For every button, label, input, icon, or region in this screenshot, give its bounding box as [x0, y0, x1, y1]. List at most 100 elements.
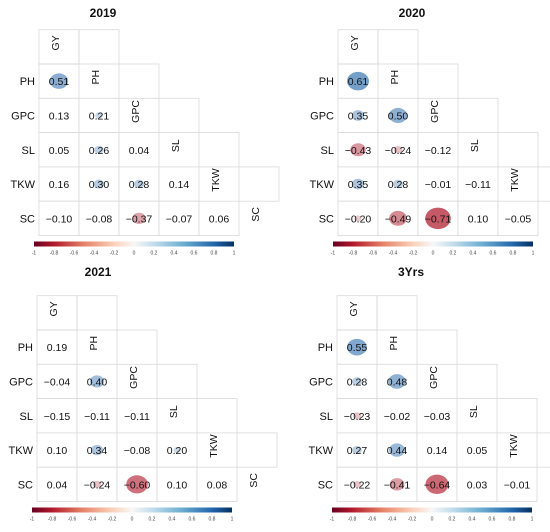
correlation-value: 0.05 — [49, 145, 70, 157]
correlation-value: −0.11 — [465, 179, 491, 191]
row-label: PH — [20, 76, 35, 88]
correlation-value: 0.34 — [87, 445, 108, 457]
correlation-value: −0.43 — [345, 145, 372, 157]
column-label: TKW — [509, 168, 521, 191]
correlation-value: 0.48 — [387, 376, 408, 388]
correlation-value: 0.30 — [89, 179, 110, 191]
correlation-ellipse — [389, 443, 405, 457]
correlation-value: 0.35 — [348, 110, 369, 122]
correlation-value: 0.05 — [467, 445, 488, 457]
correlation-value: −0.04 — [44, 376, 71, 388]
header-cell — [198, 132, 240, 168]
correlation-value: −0.41 — [384, 479, 411, 491]
row-label: SC — [318, 479, 333, 491]
correlation-value: 0.14 — [427, 445, 448, 457]
correlation-value: 0.14 — [169, 179, 190, 191]
correlation-ellipse — [89, 375, 105, 388]
header-cell — [497, 132, 539, 168]
header-cell — [417, 63, 459, 99]
correlation-ellipse — [133, 179, 145, 189]
correlation-value: 0.08 — [207, 479, 228, 491]
grid-cell — [457, 200, 499, 236]
correlation-ellipse — [392, 179, 404, 189]
header-cell — [116, 329, 158, 365]
panel-title: 2021 — [85, 265, 112, 279]
colorbar-tick-label: 0.8 — [510, 251, 517, 257]
colorbar-tick-label: -0.8 — [349, 251, 358, 257]
colorbar-tick-label: 0.2 — [450, 251, 457, 257]
correlation-ellipse — [351, 377, 363, 386]
correlation-ellipse — [92, 480, 102, 488]
column-label: SC — [250, 207, 262, 222]
header-cell — [76, 295, 118, 331]
column-label: PH — [88, 336, 100, 351]
row-label: SC — [18, 479, 33, 491]
correlation-value: 0.44 — [387, 445, 408, 457]
correlation-value: −0.23 — [344, 411, 371, 423]
correlation-ellipse — [351, 178, 365, 190]
colorbar-tick-label: 0.2 — [151, 251, 158, 257]
colorbar-tick-label: -1 — [330, 517, 335, 523]
colorbar-tick-label: 0.8 — [209, 517, 216, 523]
header-cell — [36, 295, 78, 331]
column-label: PH — [388, 336, 400, 351]
grid-cell — [376, 432, 418, 468]
correlation-value: −0.64 — [424, 479, 451, 491]
grid-cell — [416, 432, 458, 468]
colorbar-tick-label: -0.2 — [108, 517, 117, 523]
header-cell — [336, 295, 378, 331]
column-label: SL — [170, 139, 182, 152]
correlation-ellipse — [95, 112, 103, 119]
grid-cell — [78, 166, 120, 202]
colorbar-tick-label: 0 — [131, 517, 134, 523]
colorbar-tick-label: -0.4 — [388, 517, 397, 523]
row-label: TKW — [309, 445, 334, 457]
colorbar-tick-label: -0.4 — [88, 517, 97, 523]
grid-cell — [116, 432, 158, 468]
column-label: PH — [389, 70, 401, 85]
header-cell — [537, 166, 550, 202]
row-label: SC — [20, 213, 35, 225]
header-cell — [196, 398, 238, 434]
colorbar-tick-label: -1 — [331, 251, 336, 257]
column-label: SC — [548, 473, 550, 488]
row-label: GPC — [310, 110, 334, 122]
correlation-value: −0.08 — [124, 445, 151, 457]
correlation-value: 0.06 — [209, 213, 230, 225]
correlation-ellipse — [126, 475, 148, 494]
column-label: SL — [168, 405, 180, 418]
correlation-value: 0.20 — [167, 445, 188, 457]
correlation-panel: 2020GYPHGPCSLTKWSCPHGPCSLTKWSC0.610.350.… — [310, 6, 550, 257]
correlation-value: 0.51 — [49, 76, 70, 88]
correlation-ellipse — [425, 207, 451, 230]
correlation-ellipse — [425, 474, 449, 495]
correlation-value: 0.13 — [49, 110, 70, 122]
colorbar-tick-label: 0.4 — [470, 251, 477, 257]
colorbar-tick-label: 1 — [532, 251, 535, 257]
header-cell — [457, 97, 499, 134]
correlation-value: 0.16 — [49, 179, 70, 191]
correlation-value: −0.24 — [385, 145, 412, 157]
correlation-ellipse — [94, 145, 104, 154]
colorbar — [34, 241, 234, 247]
panel-title: 3Yrs — [398, 265, 424, 279]
row-label: SL — [321, 145, 334, 157]
colorbar-tick-label: 0.4 — [171, 251, 178, 257]
row-label: SC — [319, 213, 334, 225]
correlation-ellipse — [347, 338, 367, 356]
header-cell — [376, 295, 418, 331]
colorbar-tick-label: -1 — [32, 251, 37, 257]
column-label: GY — [349, 35, 361, 50]
column-label: GPC — [428, 366, 440, 389]
colorbar-tick-label: 0.6 — [189, 517, 196, 523]
row-label: TKW — [9, 445, 34, 457]
correlation-ellipse — [393, 146, 403, 154]
correlation-ellipse — [389, 478, 405, 491]
correlation-ellipse — [352, 412, 362, 420]
row-label: TKW — [11, 179, 36, 191]
row-label: SL — [20, 411, 33, 423]
correlation-ellipse — [352, 445, 362, 455]
correlation-ellipse — [388, 374, 406, 389]
colorbar — [333, 241, 533, 247]
correlation-value: −0.12 — [425, 145, 452, 157]
